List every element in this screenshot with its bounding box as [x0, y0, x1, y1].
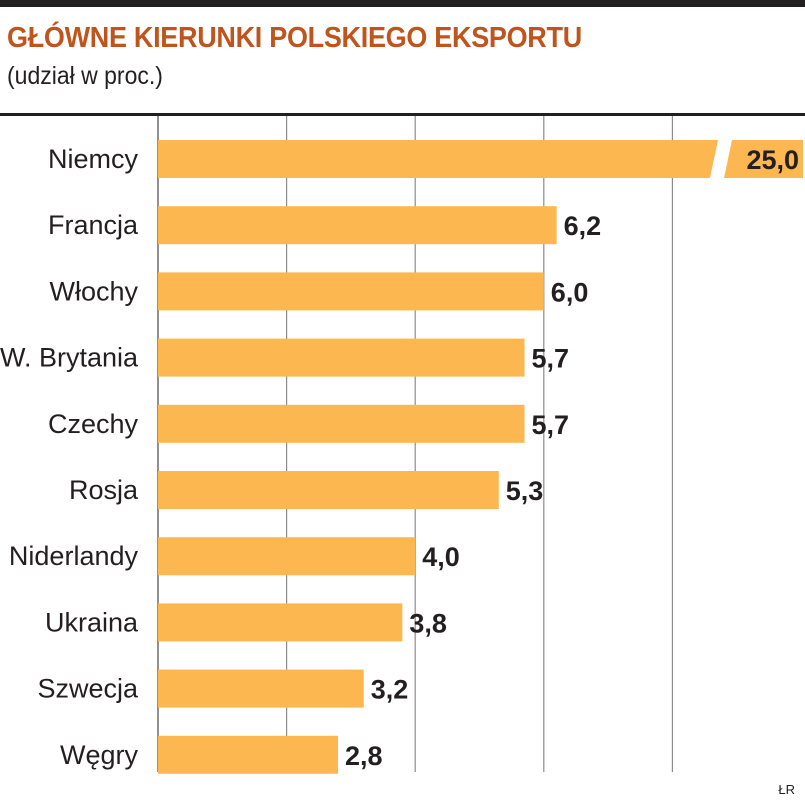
header-divider — [0, 113, 805, 116]
value-label: 6,0 — [551, 277, 589, 307]
top-border — [0, 0, 805, 7]
bar — [158, 669, 364, 708]
bar — [158, 537, 416, 576]
bar — [158, 603, 403, 642]
value-label: 2,8 — [345, 741, 383, 771]
value-label: 5,7 — [532, 410, 570, 440]
bar — [158, 272, 544, 311]
bar — [158, 735, 339, 774]
bar — [158, 338, 525, 377]
category-label: Francja — [48, 210, 139, 240]
category-label: Ukraina — [45, 607, 139, 637]
value-label: 5,3 — [506, 476, 544, 506]
value-label: 4,0 — [422, 542, 460, 572]
bar — [158, 404, 525, 443]
bar — [158, 471, 499, 509]
value-label: 6,2 — [564, 211, 602, 241]
category-label: Niemcy — [48, 144, 139, 174]
value-label: 3,2 — [371, 675, 409, 705]
category-label: Szwecja — [37, 674, 139, 704]
category-label: W. Brytania — [0, 343, 139, 373]
bar — [158, 206, 557, 245]
chart-title: GŁÓWNE KIERUNKI POLSKIEGO EKSPORTU — [7, 22, 582, 54]
category-label: Niderlandy — [9, 541, 139, 571]
chart-subtitle: (udział w proc.) — [7, 62, 163, 90]
bar-break-segment — [724, 140, 803, 178]
value-label: 5,7 — [532, 344, 570, 374]
value-label: 25,0 — [746, 145, 799, 175]
category-label: Rosja — [69, 475, 139, 505]
author-credit: ŁR — [778, 782, 795, 797]
category-label: Węgry — [60, 740, 139, 770]
category-label: Czechy — [48, 409, 139, 439]
category-label: Włochy — [49, 276, 138, 306]
bar — [158, 140, 718, 178]
value-label: 3,8 — [409, 608, 447, 638]
